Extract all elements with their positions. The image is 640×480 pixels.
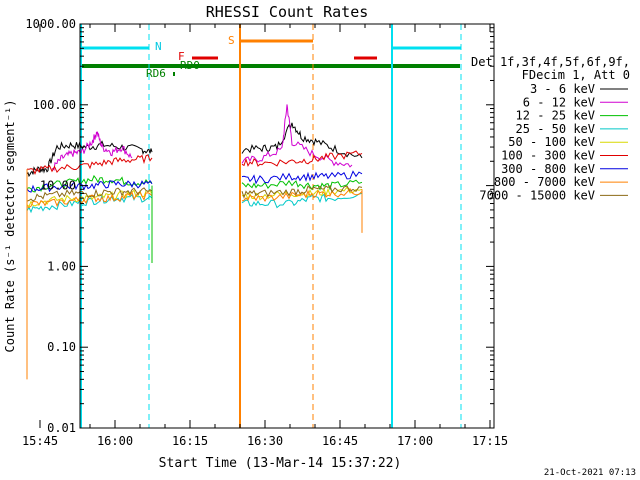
series-line (26, 154, 153, 176)
legend: Det 1f,3f,4f,5f,6f,9f,FDecim 1, Att 03 -… (471, 55, 630, 202)
series-line (241, 179, 363, 191)
y-tick-label: 0.10 (47, 340, 76, 354)
series-line (241, 184, 363, 200)
legend-entry-label: 12 - 25 keV (516, 109, 595, 123)
flag-label: RD6 (146, 67, 166, 80)
series-line (241, 170, 363, 185)
x-tick-label: 16:00 (97, 434, 133, 448)
flag-label: RD0 (180, 59, 200, 72)
x-tick-label: 17:15 (472, 434, 508, 448)
x-tick-label: 16:45 (322, 434, 358, 448)
legend-entry-label: 3 - 6 keV (530, 82, 595, 96)
y-tick-label: 10.00 (40, 179, 76, 193)
y-axis-label: Count Rate (s⁻¹ detector segment⁻¹) (3, 100, 17, 353)
legend-entry-label: 7000 - 15000 keV (479, 188, 595, 202)
series-line (26, 179, 153, 193)
series-line (26, 191, 153, 209)
x-tick-label: 15:45 (22, 434, 58, 448)
legend-header: FDecim 1, Att 0 (522, 68, 630, 82)
series-lines-layer (26, 104, 363, 380)
y-tick-label: 1000.00 (25, 17, 76, 31)
legend-header: Det 1f,3f,4f,5f,6f,9f, (471, 55, 630, 69)
flag-label: S (228, 34, 235, 47)
flag-label: F (178, 50, 185, 63)
series-line (241, 122, 363, 159)
series-line (241, 192, 363, 209)
x-tick-label: 16:30 (247, 434, 283, 448)
x-axis-label: Start Time (13-Mar-14 15:37:22) (159, 456, 402, 471)
legend-entry-label: 25 - 50 keV (516, 122, 595, 136)
legend-entry-label: 50 - 100 keV (508, 135, 595, 149)
series-line (26, 174, 153, 193)
legend-entry-label: 100 - 300 keV (501, 149, 595, 163)
legend-entry-label: 300 - 800 keV (501, 162, 595, 176)
plot-frame (79, 23, 495, 429)
timestamp: 21-Oct-2021 07:13 (544, 468, 636, 478)
series-line (51, 131, 133, 172)
x-tick-label: 17:00 (397, 434, 433, 448)
series-line (241, 150, 363, 167)
flag-label: N (155, 40, 162, 53)
chart-title: RHESSI Count Rates (206, 3, 369, 21)
y-tick-label: 1.00 (47, 259, 76, 273)
y-tick-label: 100.00 (33, 98, 76, 112)
series-line (26, 187, 153, 202)
legend-entry-label: 6 - 12 keV (523, 95, 595, 109)
y-tick-label: 0.01 (47, 421, 76, 435)
x-tick-label: 16:15 (172, 434, 208, 448)
series-line (241, 104, 353, 168)
legend-entry-label: 800 - 7000 keV (494, 175, 595, 189)
